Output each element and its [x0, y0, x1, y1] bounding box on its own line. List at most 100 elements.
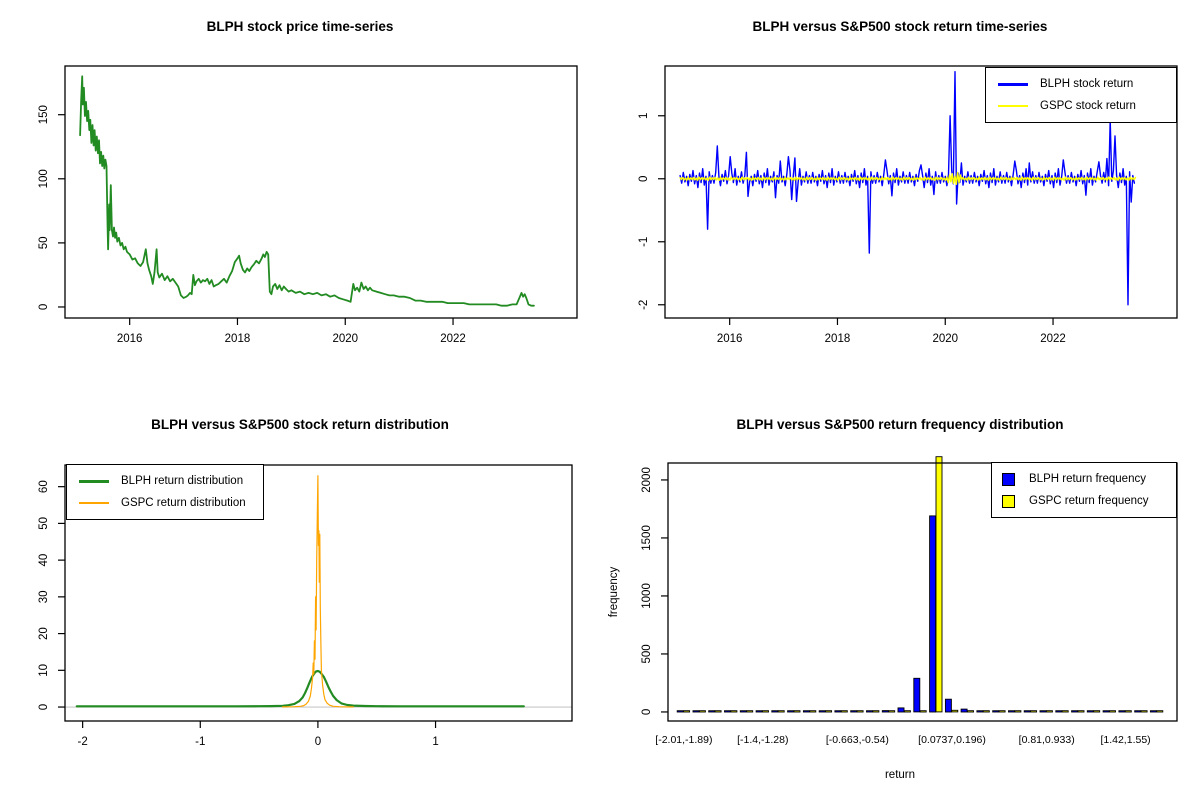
density-chart-title: BLPH versus S&P500 stock return distribu… — [151, 417, 449, 432]
bar-yellow — [730, 710, 738, 713]
bar-blue — [960, 708, 968, 713]
bar-yellow — [1156, 710, 1164, 713]
y-tick-label: 1000 — [641, 583, 653, 609]
bar-blue — [724, 710, 731, 713]
bar-blue — [1071, 710, 1079, 713]
bar-yellow — [919, 710, 927, 713]
blue-box-swatch-icon — [1002, 472, 1015, 486]
bar-yellow — [951, 709, 959, 713]
legend-label: GSPC stock return — [1040, 100, 1136, 112]
bar-yellow — [698, 710, 706, 713]
price-chart-title: BLPH stock price time-series — [206, 19, 394, 34]
returns-chart-svg: 2016 2018 2020 2022 -2 -1 0 1 — [638, 65, 1178, 345]
bar-yellow — [998, 710, 1006, 713]
bar-yellow — [1140, 710, 1148, 713]
y-tick-label: 30 — [38, 590, 50, 603]
legend-row: BLPH stock return — [998, 73, 1166, 95]
x-tick-label: 2018 — [825, 333, 851, 345]
y-tick-label: 0 — [638, 176, 650, 182]
bar-blue — [881, 710, 889, 713]
bar-yellow — [967, 710, 974, 713]
yellow-line-swatch-icon — [998, 105, 1028, 107]
bar-blue — [850, 710, 858, 713]
bar-yellow — [888, 710, 896, 713]
bar-blue — [913, 677, 921, 713]
legend-row: GSPC return distribution — [79, 492, 253, 514]
bar-yellow — [762, 710, 769, 713]
bar-blue — [1055, 710, 1063, 713]
returns-legend: BLPH stock return GSPC stock return — [985, 67, 1177, 123]
density-legend: BLPH return distribution GSPC return dis… — [66, 464, 264, 520]
bar-yellow — [1030, 710, 1038, 713]
bar-blue — [692, 710, 700, 713]
bar-yellow — [714, 710, 722, 713]
price-chart-svg: 2016 2018 2020 2022 0 50 100 150 — [38, 65, 578, 345]
bar-yellow — [746, 710, 754, 713]
freq-chart-svg: 0 500 1000 1500 2000 [-2.01,-1.89) [-1.4,-1.28… — [641, 456, 1178, 746]
bar-blue — [1086, 710, 1094, 713]
legend-row: GSPC return frequency — [1002, 490, 1166, 512]
bar-blue — [1118, 710, 1126, 713]
bar-blue — [787, 710, 795, 713]
y-tick-label: 100 — [38, 169, 50, 188]
bar-yellow — [1077, 710, 1085, 713]
bar-blue — [1039, 710, 1047, 713]
bar-yellow — [872, 710, 880, 713]
bar-blue — [929, 515, 937, 713]
x-tick-label: 2018 — [225, 333, 251, 345]
y-tick-label: 150 — [38, 105, 50, 124]
yellow-box-swatch-icon — [1002, 494, 1015, 508]
y-tick-label: 1500 — [641, 525, 653, 551]
bar-blue — [676, 710, 684, 713]
bar-yellow — [1061, 710, 1069, 713]
bar-blue — [866, 710, 873, 713]
bar-yellow — [1014, 710, 1022, 713]
x-tick-label: 2020 — [332, 333, 358, 345]
bar-blue — [944, 698, 952, 713]
bar-yellow — [982, 710, 990, 713]
bar-blue — [1134, 710, 1142, 713]
y-tick-label: 2000 — [641, 467, 653, 493]
bar-yellow — [777, 710, 785, 713]
legend-label: GSPC return distribution — [121, 497, 246, 509]
legend-row: GSPC stock return — [998, 95, 1166, 117]
bar-blue — [708, 710, 716, 713]
y-tick-label: 1 — [638, 113, 650, 119]
freq-y-axis-label: frequency — [608, 566, 620, 618]
bar-yellow — [809, 710, 817, 713]
bar-blue — [992, 710, 1000, 713]
legend-label: GSPC return frequency — [1029, 495, 1149, 507]
y-tick-label: 40 — [38, 554, 50, 567]
returns-chart-title: BLPH versus S&P500 stock return time-ser… — [752, 19, 1048, 34]
y-tick-label: 0 — [641, 709, 653, 715]
plot-box — [667, 462, 1178, 722]
bar-blue — [897, 707, 905, 713]
legend-row: BLPH return distribution — [79, 470, 253, 492]
x-tick-label: [1.42,1.55) — [1100, 734, 1150, 746]
bar-yellow — [840, 710, 848, 713]
y-tick-label: -2 — [638, 300, 650, 310]
freq-chart-title: BLPH versus S&P500 return frequency dist… — [736, 417, 1064, 432]
plot-box — [664, 65, 1178, 319]
legend-label: BLPH stock return — [1040, 78, 1134, 90]
x-tick-label: 2022 — [440, 333, 466, 345]
series-blph_green — [79, 75, 535, 307]
x-tick-label: 2022 — [1040, 333, 1066, 345]
bar-yellow — [856, 710, 864, 713]
green-line-swatch-icon — [79, 479, 109, 483]
y-tick-label: 0 — [38, 704, 50, 710]
bar-blue — [1102, 710, 1110, 713]
y-tick-label: 50 — [38, 517, 50, 530]
x-tick-label: 2016 — [117, 333, 143, 345]
y-tick-label: -1 — [638, 237, 650, 247]
y-tick-label: 10 — [38, 664, 50, 677]
freq-x-axis-label: return — [884, 769, 916, 781]
y-tick-label: 50 — [38, 236, 50, 249]
bar-yellow — [1124, 710, 1132, 713]
bar-yellow — [683, 710, 691, 713]
x-tick-label: [0.81,0.933) — [1019, 734, 1075, 746]
bar-blue — [1149, 710, 1157, 713]
bar-blue — [771, 710, 779, 713]
x-tick-label: [-2.01,-1.89) — [655, 734, 712, 746]
series-blph_green — [75, 669, 525, 708]
